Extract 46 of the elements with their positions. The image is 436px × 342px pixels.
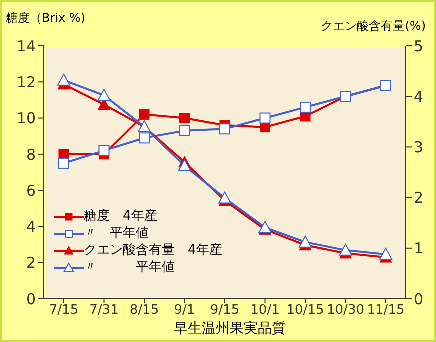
x-tick-label: 11/15 bbox=[367, 303, 405, 318]
point bbox=[180, 113, 190, 124]
y-axis-title: 糖度（Brix %) bbox=[6, 10, 86, 27]
x-tick-label: 9/15 bbox=[210, 303, 240, 318]
point bbox=[299, 236, 312, 248]
x-tick-label: 10/15 bbox=[286, 303, 324, 318]
y-tick-label: 10 bbox=[16, 110, 36, 128]
x-tick-label: 7/15 bbox=[49, 303, 79, 318]
y2-tick-label: 1 bbox=[414, 240, 424, 258]
y-tick-label: 8 bbox=[26, 146, 36, 164]
x-tick-label: 10/1 bbox=[250, 303, 280, 318]
legend-label: クエン酸含有量 4年産 bbox=[84, 242, 222, 259]
x-tick-label: 9/1 bbox=[174, 303, 196, 318]
legend-label: 〃 平年値 bbox=[84, 225, 149, 242]
point bbox=[380, 248, 392, 260]
point bbox=[98, 89, 111, 102]
point bbox=[179, 125, 190, 136]
x-tick-label: 8/15 bbox=[130, 303, 160, 318]
y-tick-label: 6 bbox=[26, 182, 36, 200]
x-tick-label: 10/30 bbox=[327, 303, 364, 318]
point bbox=[218, 192, 232, 204]
y-tick-label: 2 bbox=[26, 254, 36, 272]
point bbox=[139, 109, 150, 120]
y-tick-label: 0 bbox=[26, 290, 36, 308]
y-tick-label: 4 bbox=[26, 218, 36, 236]
y2-tick-label: 5 bbox=[414, 37, 424, 56]
point bbox=[139, 132, 150, 144]
y2-tick-label: 4 bbox=[414, 88, 424, 106]
x-tick-label: 7/31 bbox=[90, 303, 119, 318]
point bbox=[300, 102, 311, 113]
legend-label: 糖度 4年産 bbox=[84, 208, 158, 225]
y2-tick-label: 0 bbox=[414, 290, 424, 308]
y2-tick-label: 2 bbox=[414, 189, 424, 208]
point bbox=[220, 124, 230, 135]
point bbox=[178, 159, 192, 172]
point bbox=[58, 158, 70, 169]
legend-label: 〃 平年値 bbox=[84, 259, 175, 276]
y2-axis-title: クエン酸含有量(%) bbox=[321, 18, 426, 35]
point bbox=[260, 112, 271, 124]
point bbox=[98, 145, 110, 156]
point bbox=[339, 244, 352, 256]
x-axis-title: 早生温州果実品質 bbox=[173, 320, 287, 338]
y2-tick-label: 3 bbox=[414, 138, 424, 157]
y-tick-label: 14 bbox=[16, 37, 36, 56]
point bbox=[58, 74, 70, 86]
y-tick-label: 12 bbox=[16, 73, 36, 92]
